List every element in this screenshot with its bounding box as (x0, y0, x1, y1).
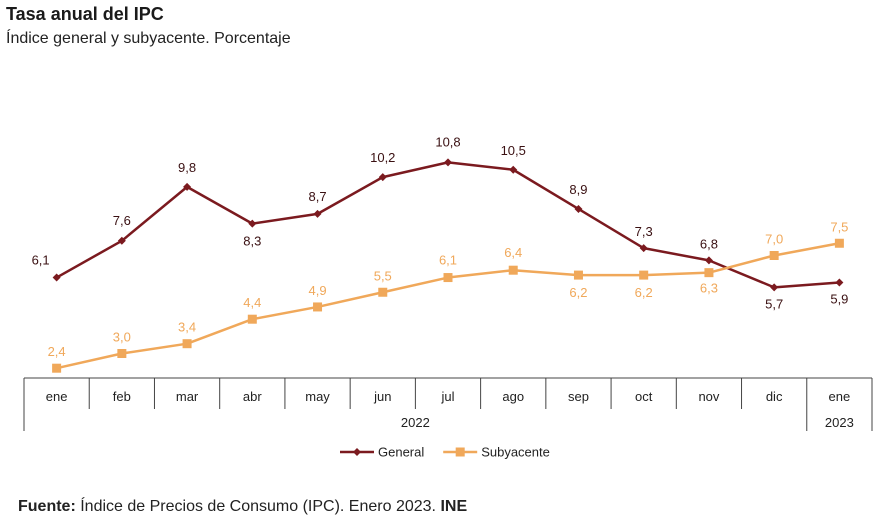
data-point-subyacente (247, 314, 257, 324)
data-point-subyacente (508, 265, 518, 275)
data-label-subyacente: 4,9 (308, 283, 326, 298)
data-label-general: 8,9 (569, 182, 587, 197)
data-label-subyacente: 7,5 (830, 219, 848, 234)
data-point-general (183, 182, 192, 191)
data-label-general: 6,8 (700, 236, 718, 251)
data-point-subyacente (834, 238, 844, 248)
data-point-general (444, 158, 452, 167)
source-text: Índice de Precios de Consumo (IPC). Ener… (80, 498, 436, 515)
data-label-subyacente: 6,3 (700, 281, 718, 296)
data-point-subyacente (443, 273, 453, 283)
source-org: INE (440, 498, 468, 515)
data-label-subyacente: 4,4 (243, 295, 261, 310)
data-label-subyacente: 6,2 (635, 285, 653, 300)
data-label-subyacente: 5,5 (374, 268, 392, 283)
data-point-general (574, 204, 583, 213)
data-label-general: 6,1 (32, 253, 50, 268)
data-point-subyacente (313, 302, 323, 312)
data-point-general (704, 256, 713, 265)
x-tick-label: ene (46, 389, 68, 404)
data-point-subyacente (117, 349, 127, 358)
data-point-general (770, 283, 779, 292)
data-point-subyacente (769, 251, 779, 260)
x-tick-label: may (305, 389, 330, 404)
data-label-general: 9,8 (178, 160, 196, 175)
data-point-general (639, 244, 648, 253)
data-point-subyacente (52, 363, 62, 373)
data-label-subyacente: 7,0 (765, 232, 783, 247)
legend-label: Subyacente (481, 445, 550, 460)
chart-subtitle: Índice general y subyacente. Porcentaje (6, 30, 291, 47)
source-footer: Fuente: Índice de Precios de Consumo (IP… (18, 498, 467, 516)
data-label-subyacente: 6,2 (569, 285, 587, 300)
data-label-subyacente: 2,4 (48, 344, 66, 359)
data-point-general (117, 236, 126, 245)
x-tick-label: ago (502, 389, 524, 404)
data-point-subyacente (182, 339, 192, 349)
legend-marker (353, 448, 361, 456)
data-point-subyacente (704, 268, 714, 278)
data-point-general (52, 273, 61, 282)
year-label: 2022 (401, 415, 430, 430)
data-point-subyacente (639, 270, 649, 280)
data-label-general: 10,5 (501, 143, 526, 158)
data-point-subyacente (378, 287, 388, 297)
legend-marker (455, 447, 465, 457)
data-label-general: 7,6 (113, 213, 131, 228)
x-tick-label: oct (635, 389, 653, 404)
data-label-general: 8,3 (243, 234, 261, 249)
data-label-subyacente: 3,4 (178, 320, 196, 335)
x-tick-label: nov (698, 389, 719, 404)
data-label-general: 10,2 (370, 150, 395, 165)
x-tick-label: ene (829, 389, 851, 404)
data-label-general: 5,9 (830, 291, 848, 306)
data-label-subyacente: 6,4 (504, 245, 522, 260)
data-point-general (509, 165, 518, 174)
data-label-subyacente: 3,0 (113, 330, 131, 345)
year-label: 2023 (825, 415, 854, 430)
chart-title: Tasa anual del IPC (6, 4, 164, 24)
legend-label: General (378, 445, 424, 460)
data-point-subyacente (573, 270, 583, 280)
data-point-general (248, 219, 257, 228)
data-point-general (313, 209, 322, 218)
line-chart: ene feb mar abr may jun jul ago sep oct nov dic ene 2… (23, 134, 873, 460)
data-point-general (378, 173, 387, 182)
data-label-general: 8,7 (308, 189, 326, 204)
source-label: Fuente: (18, 498, 76, 515)
data-label-general: 7,3 (635, 224, 653, 239)
x-tick-label: dic (766, 389, 783, 404)
x-tick-label: jun (373, 389, 391, 404)
x-tick-label: feb (113, 389, 131, 404)
x-tick-label: sep (568, 389, 589, 404)
x-tick-label: abr (243, 389, 262, 404)
x-tick-label: mar (176, 389, 199, 404)
data-label-general: 10,8 (435, 134, 460, 149)
x-tick-label: jul (440, 389, 454, 404)
data-label-subyacente: 6,1 (439, 253, 457, 268)
data-label-general: 5,7 (765, 296, 783, 311)
data-point-general (835, 278, 844, 287)
